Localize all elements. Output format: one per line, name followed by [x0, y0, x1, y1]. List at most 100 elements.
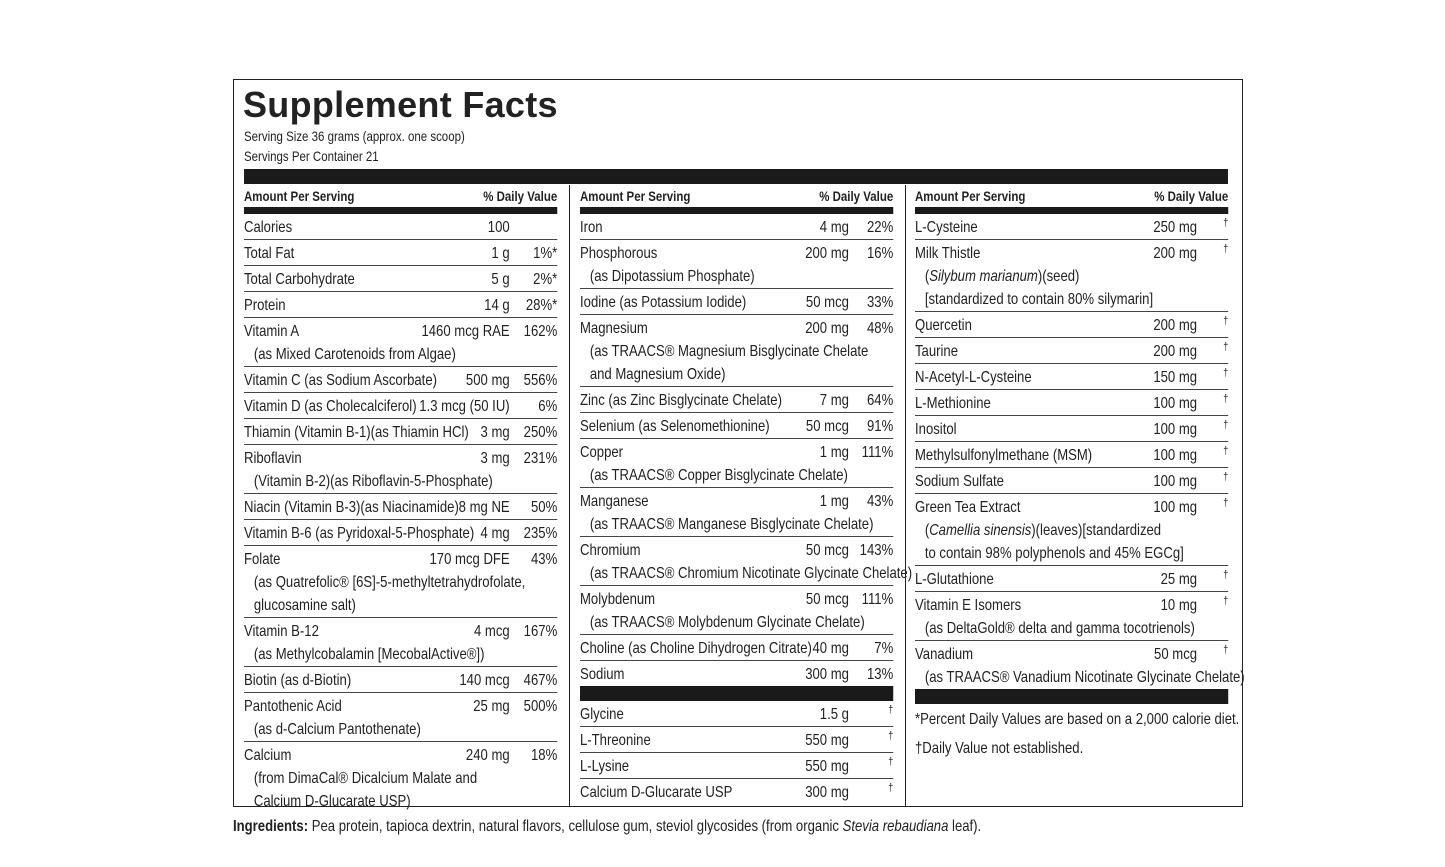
nutrient-row: Vitamin C (as Sodium Ascorbate) 500 mg 556… — [244, 367, 558, 393]
nutrient-detail: (as Methylcobalamin [MecobalActive®]) — [253, 646, 485, 663]
daily-value: 143% — [859, 542, 894, 559]
daily-value: † — [1223, 644, 1229, 656]
amount: 50 mcg — [805, 294, 849, 311]
nutrient-name: Vitamin A — [244, 323, 300, 340]
nutrient-detail: (Camellia sinensis)(leaves)[standardized — [915, 519, 1228, 542]
amount: 4 mg — [480, 525, 510, 542]
daily-value: 43% — [530, 551, 558, 568]
amount: 100 mg — [1153, 395, 1198, 412]
nutrient-name: Milk Thistle — [915, 245, 981, 262]
daily-value: † — [888, 704, 894, 716]
daily-value: 18% — [530, 747, 558, 764]
section: Glycine 1.5 g † L-Threonine 550 mg † L-Lysine 5… — [580, 701, 894, 804]
nutrient-row: Vitamin B-6 (as Pyridoxal-5-Phosphate) 4 … — [244, 520, 558, 546]
nutrient-name: L-Methionine — [915, 395, 991, 412]
nutrient-row: Inositol 100 mg † — [915, 416, 1229, 442]
amount: 4 mg — [819, 219, 849, 236]
ingredients-text: leaf). — [948, 818, 982, 835]
daily-value: † — [1223, 471, 1229, 483]
amount-header: Amount Per Serving — [580, 188, 691, 204]
nutrient-row: Vitamin A 1460 mcg RAE 162% (as Mixed Carot… — [244, 318, 558, 367]
nutrient-name: Sodium Sulfate — [915, 473, 1004, 490]
amount: 100 mg — [1153, 473, 1198, 490]
daily-value: † — [1223, 569, 1229, 581]
daily-value: † — [1223, 243, 1229, 255]
daily-value: † — [1223, 419, 1229, 431]
nutrient-row: Molybdenum 50 mcg 111% (as TRAACS® Molybden… — [580, 586, 894, 635]
amount: 250 mg — [1153, 219, 1198, 236]
daily-value: 111% — [861, 591, 894, 608]
daily-value: 13% — [866, 666, 894, 683]
nutrient-name: Iron — [580, 219, 603, 236]
footnote: †Daily Value not established. — [915, 740, 1084, 757]
nutrient-row: Milk Thistle 200 mg † (Silybum marianum)(se… — [915, 240, 1229, 312]
nutrient-name: L-Lysine — [580, 758, 630, 775]
nutrient-row: Vitamin B-12 4 mcg 167% (as Methylcobalamin… — [244, 618, 558, 667]
nutrient-detail: glucosamine salt) — [253, 597, 356, 614]
amount: 1.3 mcg (50 IU) — [419, 398, 510, 415]
nutrient-row: L-Methionine 100 mg † — [915, 390, 1229, 416]
nutrient-row: N-Acetyl-L-Cysteine 150 mg † — [915, 364, 1229, 390]
amount: 150 mg — [1153, 369, 1198, 386]
amount: 100 mg — [1153, 421, 1198, 438]
nutrient-row: Thiamin (Vitamin B-1)(as Thiamin HCl) 3 m… — [244, 419, 558, 445]
daily-value: 6% — [538, 398, 558, 415]
nutrient-name: Folate — [244, 551, 281, 568]
nutrient-row: Green Tea Extract 100 mg † (Camellia sinens… — [915, 494, 1229, 566]
amount: 14 g — [484, 297, 510, 314]
ingredients-species: Stevia rebaudiana — [842, 818, 949, 835]
amount-header: Amount Per Serving — [915, 188, 1026, 204]
ingredients-text: Pea protein, tapioca dextrin, natural fl… — [308, 818, 843, 835]
nutrient-name: Total Fat — [244, 245, 295, 262]
nutrient-name: Choline (as Choline Dihydrogen Citrate) — [580, 640, 812, 657]
nutrient-name: Niacin (Vitamin B-3)(as Niacinamide) — [244, 499, 459, 516]
daily-value: 28%* — [525, 297, 558, 314]
daily-value: 48% — [866, 320, 894, 337]
nutrient-detail: Calcium D-Glucarate USP) — [253, 793, 411, 810]
daily-value: 500% — [523, 698, 558, 715]
daily-value: 162% — [523, 323, 558, 340]
footnote: *Percent Daily Values are based on a 2,0… — [915, 711, 1240, 728]
amount: 50 mcg — [805, 591, 849, 608]
nutrient-name: Magnesium — [580, 320, 648, 337]
amount: 1 mg — [819, 444, 849, 461]
nutrient-row: Total Fat 1 g 1%* — [244, 240, 558, 266]
daily-value: 235% — [523, 525, 558, 542]
column-header: Amount Per Serving % Daily Value — [915, 186, 1228, 206]
nutrient-row: Magnesium 200 mg 48% (as TRAACS® Magnesium … — [580, 315, 894, 387]
amount: 170 mcg DFE — [429, 551, 510, 568]
amount: 1 mg — [819, 493, 849, 510]
nutrient-row: L-Threonine 550 mg † — [580, 727, 894, 753]
column-header: Amount Per Serving % Daily Value — [580, 186, 893, 206]
nutrient-row: L-Lysine 550 mg † — [580, 753, 894, 779]
nutrient-row: Quercetin 200 mg † — [915, 312, 1229, 338]
nutrient-name: Zinc (as Zinc Bisglycinate Chelate) — [580, 392, 782, 409]
amount: 100 — [487, 219, 510, 236]
daily-value: † — [1223, 445, 1229, 457]
nutrient-detail: (as TRAACS® Vanadium Nicotinate Glycinat… — [924, 669, 1245, 686]
amount: 25 mg — [473, 698, 510, 715]
nutrient-name: Calcium — [244, 747, 292, 764]
serving-info: Serving Size 36 grams (approx. one scoop… — [244, 126, 465, 166]
nutrient-row: Glycine 1.5 g † — [580, 701, 894, 727]
nutrient-name: Iodine (as Potassium Iodide) — [580, 294, 747, 311]
nutrient-row: L-Cysteine 250 mg † — [915, 214, 1229, 240]
column-header: Amount Per Serving % Daily Value — [244, 186, 557, 206]
amount: 140 mcg — [459, 672, 510, 689]
dv-header: % Daily Value — [819, 188, 894, 204]
nutrient-name: N-Acetyl-L-Cysteine — [915, 369, 1032, 386]
nutrient-name: Taurine — [915, 343, 959, 360]
amount: 7 mg — [819, 392, 849, 409]
nutrient-row: Sodium 300 mg 13% — [580, 661, 893, 686]
nutrient-name: Glycine — [580, 706, 624, 723]
amount: 550 mg — [805, 758, 849, 775]
amount: 50 mcg — [1154, 646, 1198, 663]
nutrient-name: Manganese — [580, 493, 649, 510]
nutrient-row: Vitamin D (as Cholecalciferol) 1.3 mcg (5… — [244, 393, 558, 419]
nutrient-name: Phosphorous — [580, 245, 658, 262]
daily-value: † — [888, 782, 894, 794]
nutrient-name: Methylsulfonylmethane (MSM) — [915, 447, 1093, 464]
nutrient-name: Vitamin D (as Cholecalciferol) — [244, 398, 417, 415]
nutrient-name: L-Cysteine — [915, 219, 978, 236]
nutrient-detail: (as DeltaGold® delta and gamma tocotrien… — [924, 620, 1195, 637]
